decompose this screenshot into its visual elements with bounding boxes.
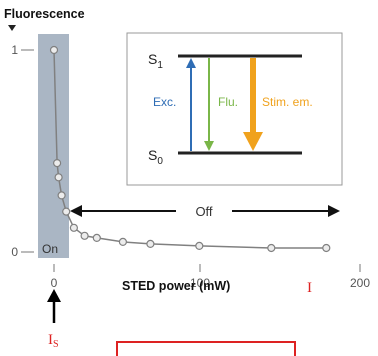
i-label: I [307,280,312,296]
data-point [62,207,71,216]
data-point [146,239,155,248]
x-tick-label: 0 [51,276,58,290]
data-point [57,191,66,200]
is-label: IS [48,332,59,350]
arrow-left-icon [70,205,82,217]
on-region [38,34,69,258]
energy-diagram-inset: S1 S0 Exc. Flu. Stim. em. [126,32,343,186]
arrow-right-icon [328,205,340,217]
data-point [92,233,101,242]
x-axis-label: STED power (mW) [122,279,230,293]
flu-label: Flu. [218,95,238,109]
arrow-up-icon [186,58,196,68]
x-tick-label: 100 [190,276,210,290]
stim-label: Stim. em. [262,95,313,109]
data-point [54,173,63,182]
data-point [69,223,79,232]
red-annotation-box [116,341,296,356]
y-tick-label: 1 [11,43,18,57]
data-layer [49,45,331,253]
data-point [49,45,59,55]
s1-label: S1 [148,51,163,71]
off-label: Off [195,204,212,219]
exc-label: Exc. [153,95,176,109]
data-point [52,159,62,168]
data-point [322,243,331,253]
s0-label: S0 [148,147,163,167]
y-tick-label: 0 [11,245,18,259]
chart-title: Fluorescence [4,7,85,21]
inset-box [126,32,343,186]
on-label: On [42,242,58,256]
x-tick-label: 200 [350,276,370,290]
data-point [195,241,204,250]
data-point [267,243,276,253]
arrow-down-icon [204,141,214,151]
arrow-up-icon [47,289,61,302]
data-point [80,231,89,240]
data-point [118,237,128,246]
arrow-down-icon [243,132,263,151]
y-axis-arrow-icon [8,25,16,31]
